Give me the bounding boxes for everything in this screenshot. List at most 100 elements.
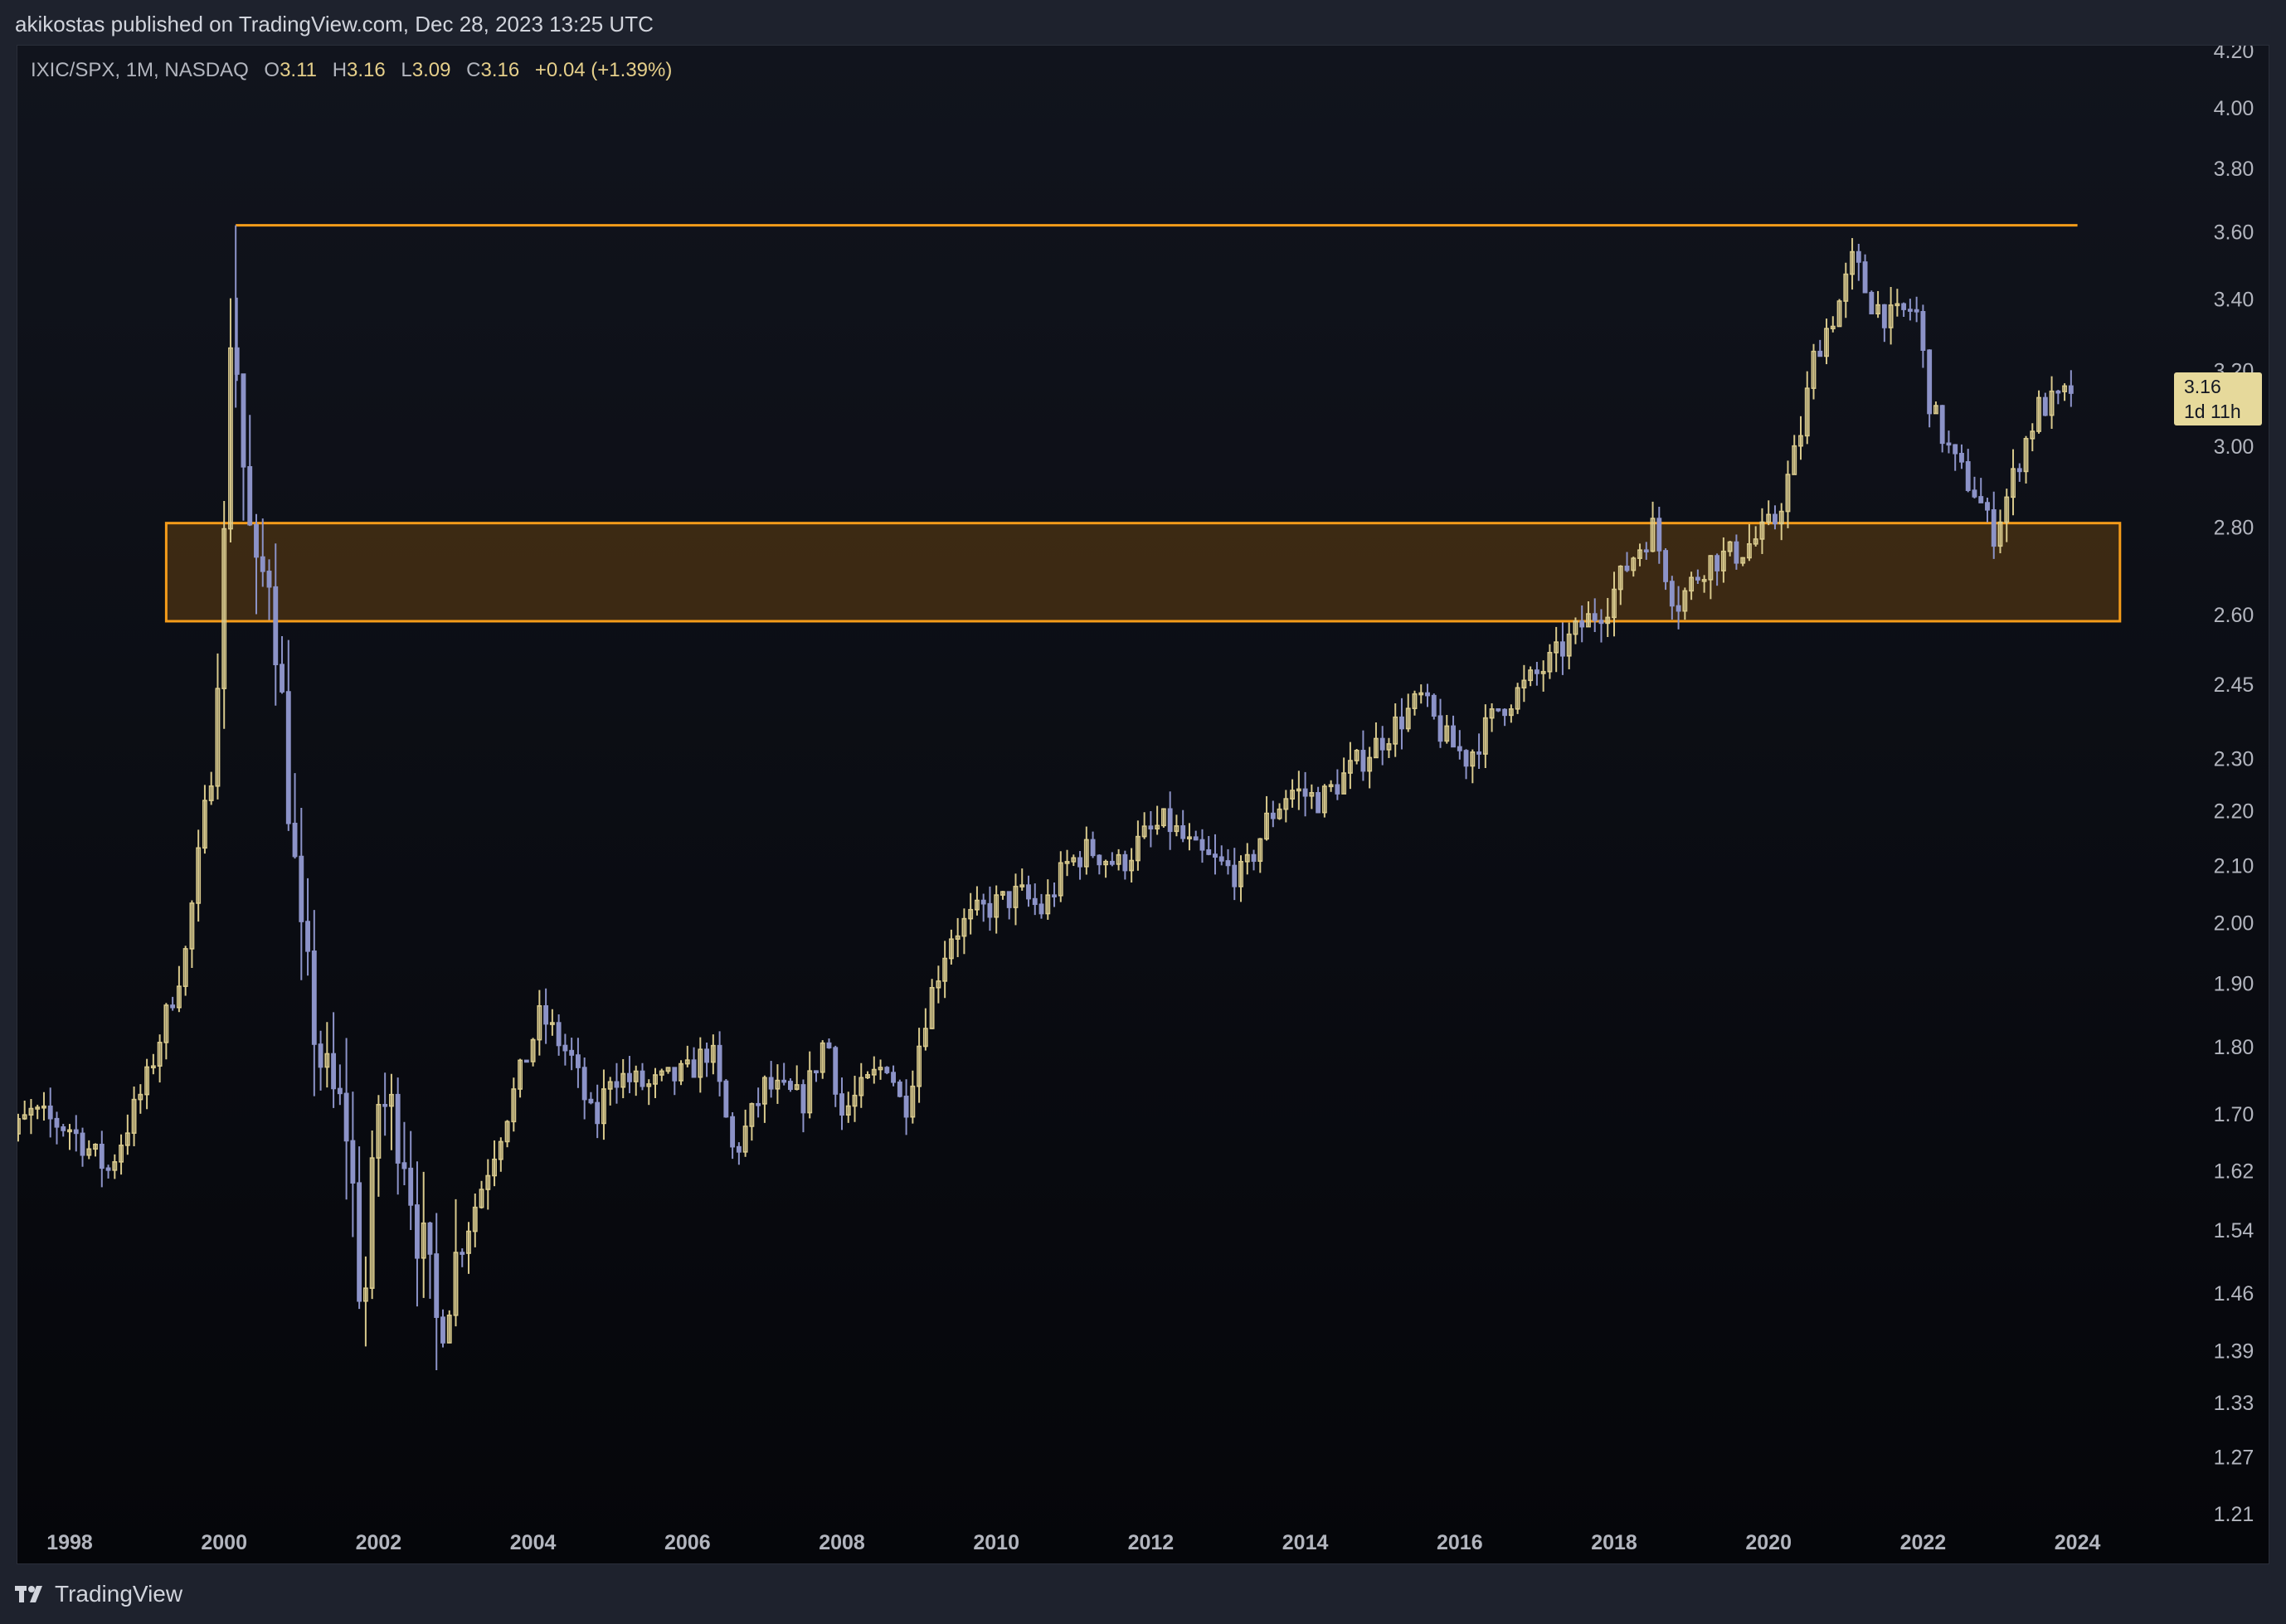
y-tick-label: 1.39 [2214, 1340, 2254, 1363]
candle-body [549, 1022, 555, 1025]
candle-body [955, 935, 961, 941]
support-zone[interactable] [164, 522, 2122, 623]
candle-body [1727, 541, 1733, 552]
candle-body [910, 1085, 916, 1118]
candle-body [1097, 854, 1102, 866]
candle-body [575, 1054, 581, 1068]
candle-body [492, 1158, 497, 1177]
x-tick-label: 2004 [510, 1531, 557, 1554]
candle-body [472, 1206, 478, 1233]
candle-body [1914, 309, 1919, 313]
candle-body [833, 1047, 839, 1095]
candle-body [382, 1103, 388, 1107]
candle-body [1939, 405, 1945, 445]
candle-body [1064, 861, 1070, 864]
candle-layer [17, 238, 2074, 1370]
candle-body [401, 1162, 407, 1169]
tradingview-logo[interactable]: TradingView [15, 1581, 182, 1607]
candle-body [1160, 808, 1166, 827]
candle-body [1122, 853, 1128, 872]
candle-body [929, 987, 935, 1029]
candle-body [1393, 716, 1398, 745]
candle-body [1013, 885, 1019, 908]
candle-body [1554, 641, 1559, 654]
candle-body [299, 855, 304, 922]
candle-body [1875, 304, 1881, 315]
y-tick-label: 1.70 [2214, 1103, 2254, 1126]
candle-body [1290, 790, 1296, 800]
candle-body [1496, 707, 1501, 712]
chart-frame[interactable]: 4.20 4.00 3.80 3.60 3.40 3.20 3.00 2.80 2.60 2.45… [17, 45, 2269, 1564]
candle-body [679, 1062, 683, 1082]
candle-body [54, 1117, 60, 1128]
candle-body [845, 1105, 851, 1116]
chart-legend[interactable]: IXIC/SPX, 1M, NASDAQ O3.11 H3.16 L3.09 C… [31, 59, 672, 82]
candle-body [1927, 349, 1933, 415]
candle-body [1374, 737, 1379, 759]
candle-body [28, 1107, 34, 1116]
candle-body [1798, 435, 1803, 447]
candle-body [588, 1098, 594, 1104]
candle-body [1836, 300, 1842, 328]
last-price-tag: 3.16 1d 11h [2174, 372, 2262, 425]
candle-body [1431, 694, 1437, 717]
candle-body [395, 1093, 401, 1164]
candle-body [1991, 508, 1997, 547]
candle-body [1045, 894, 1051, 915]
x-tick-label: 2012 [1128, 1531, 1175, 1554]
candle-body [138, 1093, 143, 1101]
candle-body [1109, 860, 1115, 865]
candle-body [1193, 836, 1199, 841]
candle-body [1759, 521, 1765, 540]
candle-body [292, 822, 298, 858]
candle-body [350, 1140, 356, 1184]
candle-body [1566, 633, 1572, 657]
candle-body [1856, 250, 1861, 263]
annotation-layer [164, 522, 2122, 623]
candle-body [1155, 824, 1160, 830]
x-tick-label: 1998 [46, 1531, 93, 1554]
candle-body [562, 1044, 568, 1052]
candle-body [543, 1004, 549, 1025]
candle-body [1643, 549, 1649, 552]
candle-body [369, 1157, 375, 1289]
candle-body [266, 571, 272, 588]
x-tick-label: 2000 [201, 1531, 247, 1554]
candle-body [1135, 835, 1141, 862]
candle-body [1379, 737, 1385, 751]
candle-body [479, 1189, 484, 1208]
resistance-layer [235, 224, 2078, 408]
candle-body [1071, 857, 1077, 863]
candle-body [1090, 839, 1096, 857]
x-tick-label: 2002 [356, 1531, 402, 1554]
candle-body [208, 785, 214, 801]
candle-body [1637, 549, 1642, 559]
candle-body [440, 1316, 445, 1344]
candle-body [2042, 396, 2048, 416]
candlestick-chart[interactable]: 4.204.003.803.603.403.203.002.802.602.45… [17, 46, 2269, 1564]
candle-body [891, 1072, 897, 1083]
candle-body [427, 1222, 433, 1255]
candle-body [1437, 715, 1443, 742]
candle-body [1399, 716, 1404, 730]
candle-body [1187, 836, 1192, 839]
legend-open-label: O [264, 59, 280, 81]
legend-low-label: L [401, 59, 412, 81]
candle-body [1296, 788, 1301, 792]
candle-body [17, 1118, 21, 1135]
candle-body [1753, 538, 1758, 545]
candle-body [221, 528, 227, 689]
x-tick-label: 2024 [2055, 1531, 2101, 1554]
candle-body [620, 1072, 626, 1088]
candle-body [1746, 543, 1752, 559]
candle-body [1302, 788, 1308, 797]
candle-body [1778, 510, 1784, 525]
candle-body [1946, 442, 1952, 446]
candle-body [362, 1287, 368, 1302]
candle-body [1985, 502, 1990, 511]
candle-body [1978, 496, 1984, 503]
candle-body [1251, 853, 1257, 863]
candle-body [1283, 798, 1289, 810]
candle-body [980, 899, 986, 905]
candle-body [466, 1230, 471, 1254]
